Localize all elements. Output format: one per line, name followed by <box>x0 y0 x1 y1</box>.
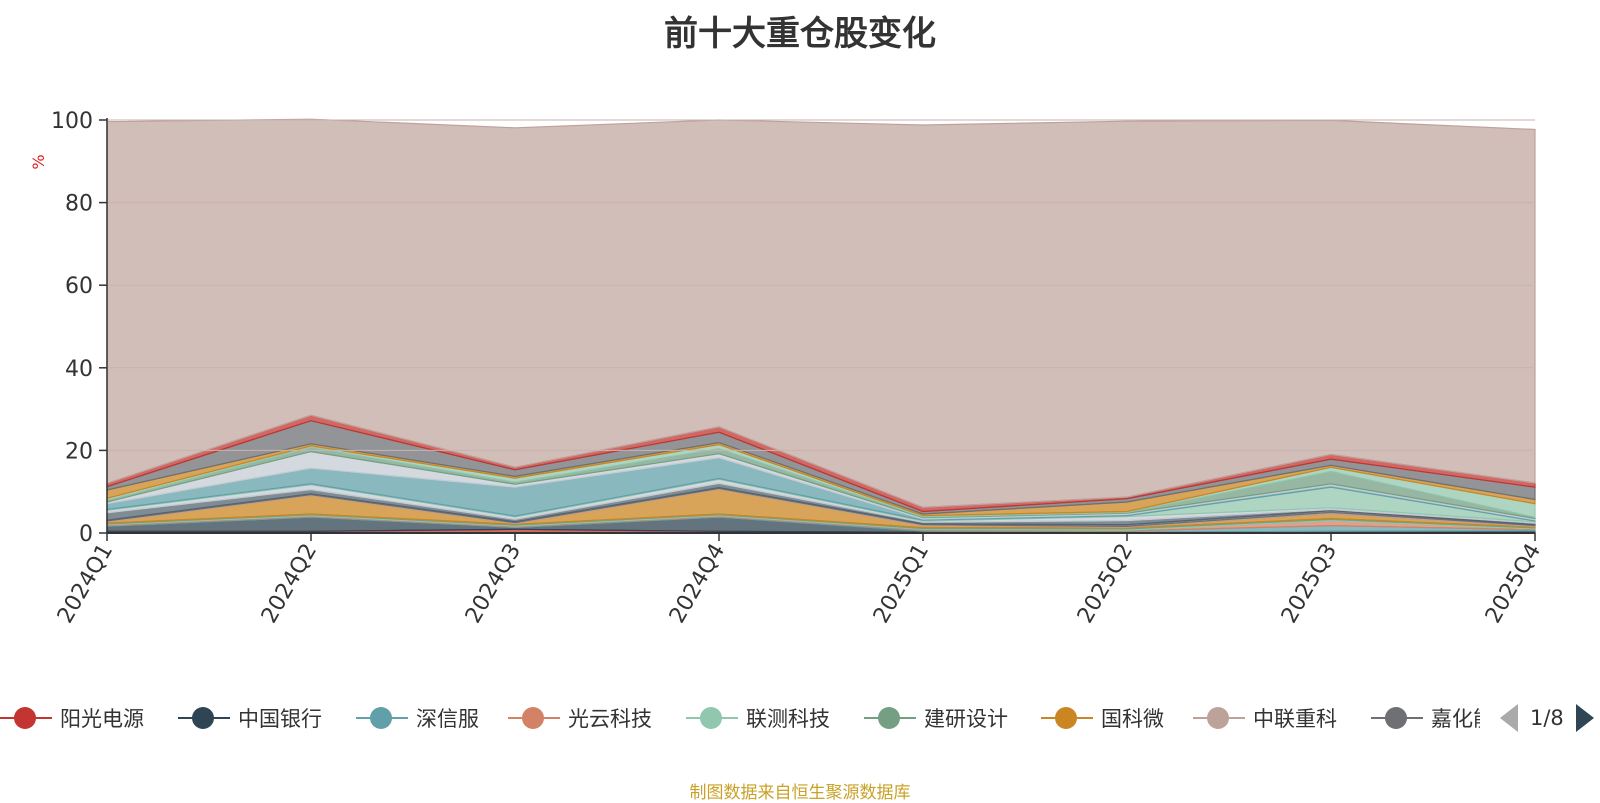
legend-marker-icon <box>1371 700 1423 736</box>
x-tick-label: 2025Q3 <box>1277 540 1342 628</box>
x-tick-label: 2025Q1 <box>869 540 934 628</box>
y-tick-labels: 0 20 40 60 80 100 <box>51 109 93 547</box>
legend-item[interactable]: 建研设计 <box>864 700 1008 736</box>
legend-marker-icon <box>864 700 916 736</box>
legend-item[interactable]: 阳光电源 <box>0 700 144 736</box>
legend-item[interactable]: 中联重科 <box>1193 700 1337 736</box>
y-tick-label: 100 <box>51 109 93 134</box>
grid-lines <box>107 119 1535 451</box>
legend-item[interactable]: 嘉化能源 <box>1371 700 1480 736</box>
y-tick-label: 80 <box>65 192 93 217</box>
legend-label: 深信服 <box>416 707 479 731</box>
x-tick-label: 2025Q4 <box>1481 540 1546 628</box>
legend-marker-icon <box>508 700 560 736</box>
legend-label: 嘉化能源 <box>1431 707 1480 731</box>
legend-label: 阳光电源 <box>60 707 144 731</box>
chart-title: 前十大重仓股变化 <box>664 14 936 54</box>
legend-marker-icon <box>686 700 738 736</box>
legend-label: 国科微 <box>1101 707 1164 731</box>
legend-label: 建研设计 <box>924 707 1008 731</box>
legend-label: 中国银行 <box>238 707 322 731</box>
x-tick-label: 2024Q1 <box>53 540 118 628</box>
legend-item[interactable]: 光云科技 <box>508 700 652 736</box>
legend-pager: 1/8 <box>1500 700 1594 736</box>
x-tick-label: 2024Q3 <box>461 540 526 628</box>
legend-marker-icon <box>1193 700 1245 736</box>
x-tick-label: 2025Q2 <box>1073 540 1138 628</box>
legend-item[interactable]: 深信服 <box>356 700 479 736</box>
x-tick-label: 2024Q4 <box>665 540 730 628</box>
legend-items: 阳光电源 中国银行 深信服 光云科技 联测科技 建研设计 国科微 中联重科 嘉化能源 <box>0 700 1480 740</box>
y-tick-label: 20 <box>65 439 93 464</box>
source-note: 制图数据来自恒生聚源数据库 <box>689 783 911 803</box>
legend-label: 中联重科 <box>1253 707 1337 731</box>
legend-item[interactable]: 国科微 <box>1041 700 1164 736</box>
axes <box>99 118 1536 541</box>
legend-marker-icon <box>0 700 52 736</box>
y-tick-label: 0 <box>79 522 93 547</box>
legend-marker-icon <box>356 700 408 736</box>
legend-next-arrow-icon[interactable] <box>1575 704 1594 732</box>
series-areas <box>106 118 1536 534</box>
y-tick-label: 60 <box>65 274 93 299</box>
legend-label: 联测科技 <box>746 707 830 731</box>
legend-label: 光云科技 <box>568 707 652 731</box>
legend-marker-icon <box>1041 700 1093 736</box>
x-tick-label: 2024Q2 <box>257 540 322 628</box>
legend-prev-arrow-icon[interactable] <box>1500 704 1518 732</box>
legend-marker-icon <box>178 700 230 736</box>
y-axis-label: % <box>29 154 48 169</box>
legend-item[interactable]: 联测科技 <box>686 700 830 736</box>
y-tick-label: 40 <box>65 357 93 382</box>
x-tick-labels: 2024Q1 2024Q2 2024Q3 2024Q4 2025Q1 2025Q2 2025… <box>53 540 1546 628</box>
legend: 阳光电源 中国银行 深信服 光云科技 联测科技 建研设计 国科微 中联重科 嘉化能源 1/8 <box>0 700 1600 740</box>
legend-item[interactable]: 中国银行 <box>178 700 322 736</box>
legend-page-indicator: 1/8 <box>1530 706 1564 730</box>
